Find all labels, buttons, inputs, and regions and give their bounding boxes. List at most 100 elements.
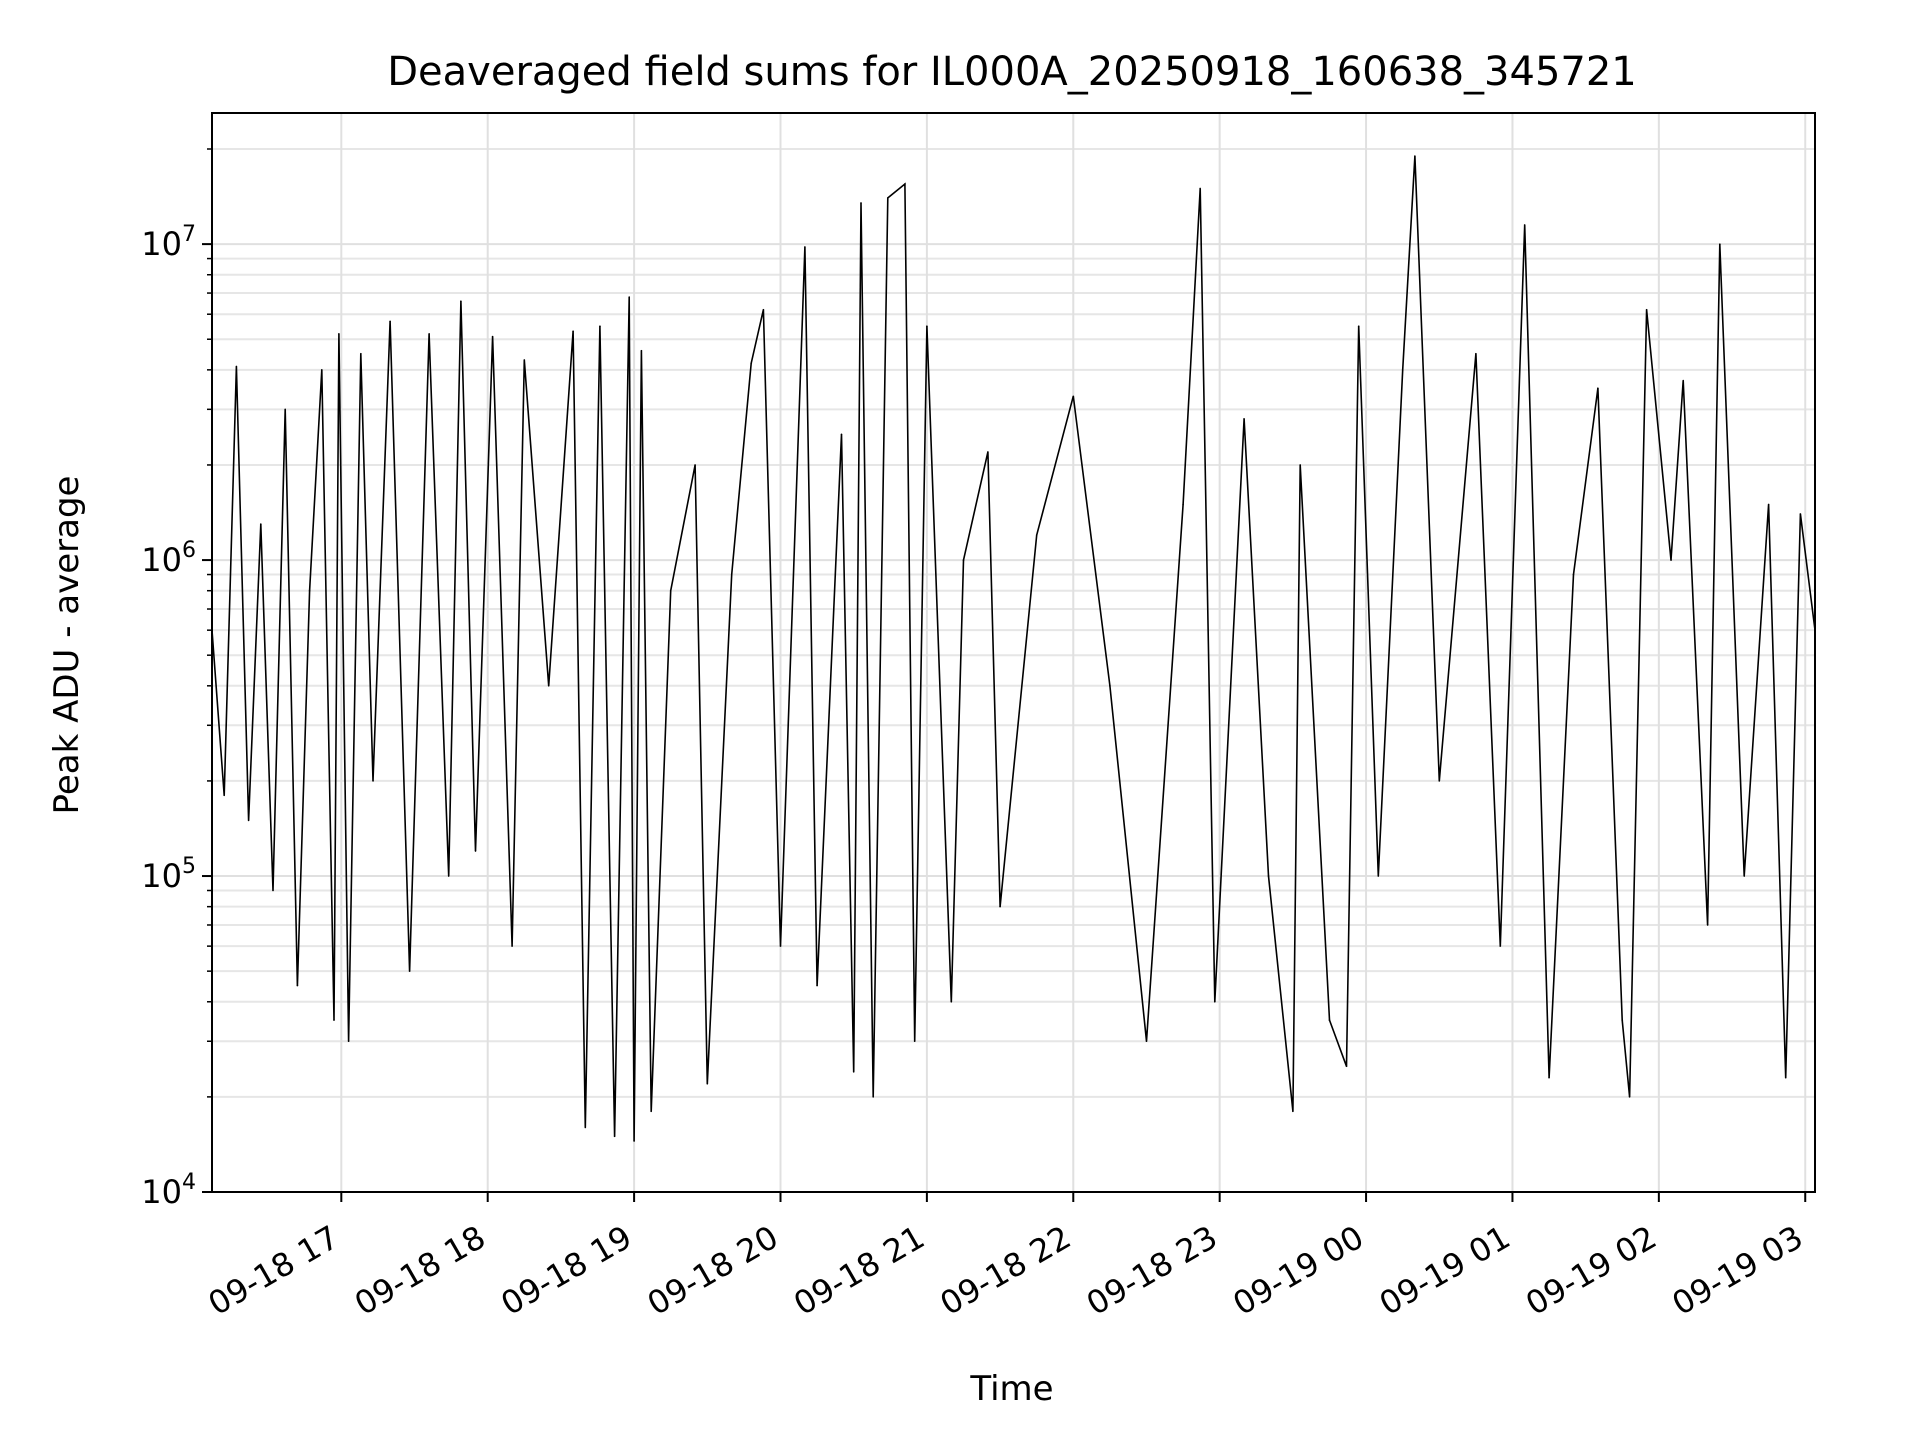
data-point (887, 197, 889, 199)
chart-title: Deaveraged field sums for IL000A_2025091… (387, 49, 1637, 95)
data-point (1784, 1076, 1787, 1079)
data-point (1035, 534, 1038, 536)
data-point (1548, 1076, 1550, 1079)
data-point (1645, 308, 1648, 311)
data-point (1719, 243, 1721, 245)
data-point (296, 984, 299, 987)
data-point (1328, 1019, 1331, 1021)
data-point (1438, 780, 1441, 782)
data-point (259, 523, 262, 525)
data-point (1345, 1065, 1348, 1068)
data-point (1743, 875, 1746, 877)
data-point (779, 945, 782, 947)
grid-lines (212, 113, 1815, 1193)
data-point (706, 1083, 709, 1085)
data-point (308, 589, 311, 592)
data-point (999, 905, 1001, 908)
data-point (1597, 387, 1599, 389)
data-point (1499, 945, 1502, 947)
data-point (1182, 503, 1184, 506)
data-point (860, 202, 862, 204)
data-point (950, 1000, 953, 1003)
data-point (669, 589, 672, 592)
data-point (1299, 464, 1301, 466)
data-point (1292, 1110, 1294, 1113)
data-point (1377, 875, 1380, 877)
data-point (1357, 325, 1360, 327)
y-axis-title: Peak ADU - average (47, 476, 87, 815)
y-tick-label: 104 (141, 1170, 196, 1211)
data-point (1682, 379, 1685, 382)
data-point (816, 984, 818, 987)
data-point (762, 308, 765, 311)
data-series-line (211, 155, 1816, 1142)
data-point (962, 559, 965, 561)
data-point (247, 819, 250, 822)
data-point (447, 875, 450, 877)
data-point (926, 325, 928, 327)
data-point (428, 333, 430, 335)
data-point (1572, 573, 1575, 576)
data-point (1706, 924, 1709, 926)
data-point (372, 780, 374, 782)
data-point (640, 349, 643, 352)
data-point (1109, 685, 1111, 687)
data-point (599, 325, 601, 327)
data-point (360, 352, 362, 355)
data-point (333, 1019, 335, 1021)
data-point (1799, 513, 1802, 515)
data-point (284, 408, 286, 411)
data-point (511, 945, 513, 947)
data-point (474, 850, 477, 852)
data-point (1145, 1040, 1148, 1043)
data-point (840, 433, 843, 436)
data-point (460, 300, 462, 302)
data-point (633, 1140, 635, 1142)
data-point (904, 183, 906, 185)
data-point (750, 362, 753, 364)
data-point (1621, 1019, 1624, 1021)
data-point (523, 359, 526, 361)
data-point (491, 335, 494, 338)
data-point (235, 365, 238, 368)
data-point (320, 369, 323, 371)
data-point (389, 320, 391, 323)
data-point (987, 451, 989, 453)
data-point (547, 685, 550, 687)
data-point (1475, 352, 1477, 355)
data-point (1199, 187, 1201, 190)
y-tick-label: 107 (141, 222, 196, 263)
data-point (650, 1110, 652, 1113)
data-point (347, 1040, 350, 1043)
data-point (1213, 1000, 1216, 1003)
data-point (1072, 395, 1075, 398)
data-point (572, 330, 574, 333)
data-point (613, 1135, 616, 1138)
data-point (223, 794, 225, 797)
data-point (852, 1071, 855, 1073)
data-point (1267, 875, 1270, 877)
data-point (628, 296, 631, 298)
data-point (1670, 559, 1672, 561)
y-tick-label: 105 (141, 854, 196, 895)
x-axis-title: Time (969, 1369, 1053, 1409)
data-point (1414, 155, 1416, 157)
data-point (804, 246, 806, 248)
data-point (272, 889, 274, 892)
data-point (1243, 417, 1245, 420)
data-point (1767, 503, 1770, 506)
data-point (1401, 369, 1404, 371)
data-point (694, 464, 696, 466)
data-point (913, 1040, 916, 1043)
axes-frame (211, 112, 1816, 1193)
data-point (872, 1096, 875, 1098)
y-tick-label: 106 (141, 538, 196, 579)
data-point (338, 333, 340, 335)
data-point (584, 1126, 587, 1129)
data-point (730, 573, 733, 576)
data-point (1523, 224, 1526, 226)
data-point (408, 970, 411, 972)
data-point (1628, 1096, 1631, 1098)
